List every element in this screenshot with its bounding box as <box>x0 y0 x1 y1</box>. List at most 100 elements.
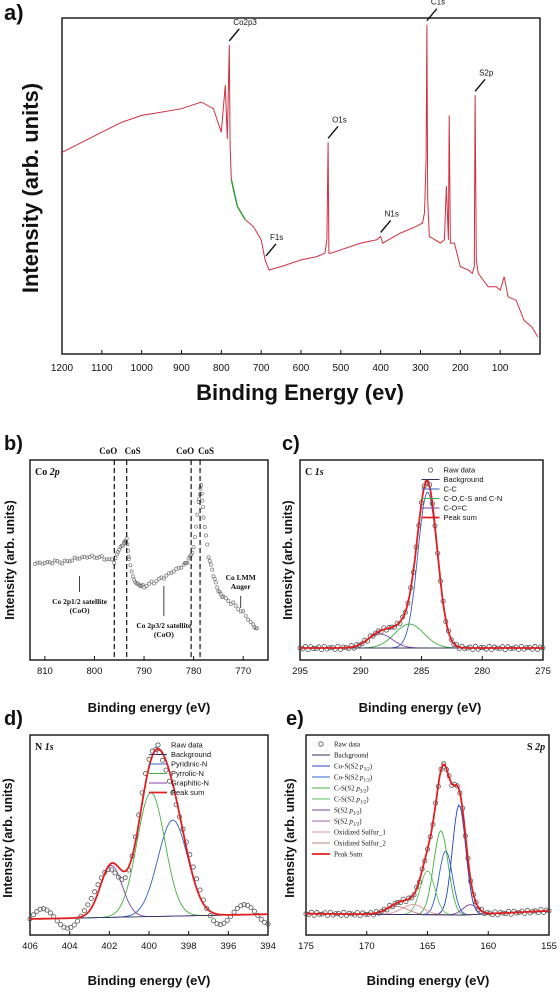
raw-data-point <box>47 910 53 916</box>
panel-e: e) Intensity (arb. units) Binding energy (… <box>283 708 557 988</box>
data-point <box>129 569 134 574</box>
component-curve <box>30 819 268 920</box>
data-point <box>80 555 85 560</box>
annotation-text: (CoO) <box>70 606 90 615</box>
legend-label: Peak sum <box>171 788 204 797</box>
data-point <box>171 569 176 574</box>
raw-data-point <box>255 912 261 918</box>
data-point <box>213 580 218 585</box>
x-tick-label: 1000 <box>131 363 154 374</box>
legend-label: C-S(S2 p3/2) <box>334 785 369 795</box>
y-axis-label: Intensity (arb. units) <box>1 778 15 897</box>
raw-data-point <box>71 922 77 928</box>
reference-label: CoO <box>99 446 117 456</box>
legend-marker <box>155 742 161 748</box>
reference-label: CoO <box>176 446 194 456</box>
panel-label: c) <box>282 433 300 455</box>
data-point <box>70 558 75 563</box>
raw-data-point <box>214 921 220 927</box>
raw-data-point <box>115 874 121 880</box>
data-point <box>125 542 130 547</box>
raw-data-point <box>109 867 115 873</box>
data-point <box>124 536 129 541</box>
raw-data-point <box>224 917 230 923</box>
data-point <box>215 585 220 590</box>
raw-data-point <box>322 910 328 916</box>
raw-data-point <box>441 761 447 767</box>
legend-label: Raw data <box>334 741 361 749</box>
data-point <box>233 603 238 608</box>
peak-label: F1s <box>270 233 283 242</box>
data-point <box>90 553 94 558</box>
raw-data-point <box>324 646 330 652</box>
plot-frame <box>61 17 541 355</box>
y-axis-label: Intensity (arb. units) <box>281 500 295 619</box>
peak-sum-curve <box>300 479 543 649</box>
data-point <box>65 559 70 563</box>
panel-title: C 1s <box>305 467 324 478</box>
annotation-text: Auger <box>231 582 252 591</box>
legend-label: S(S2 p1/2) <box>334 818 362 828</box>
peak-sum-curve <box>306 763 550 915</box>
raw-data-point <box>122 875 128 881</box>
x-tick-label: 396 <box>220 941 236 952</box>
data-point <box>236 607 241 612</box>
legend-label: C-S(S2 p1/2) <box>334 796 369 806</box>
data-point <box>75 556 80 561</box>
data-point <box>152 581 156 586</box>
data-point <box>205 542 210 547</box>
raw-data-point <box>30 912 36 918</box>
x-axis-label: Binding energy (eV) <box>88 700 211 715</box>
data-point <box>35 560 40 565</box>
raw-data-point <box>221 920 227 926</box>
panel-label: d) <box>4 708 23 730</box>
legend-label: Peak Sum <box>334 851 363 859</box>
data-point <box>92 555 97 560</box>
x-tick-label: 300 <box>412 363 429 374</box>
x-tick-label: 404 <box>62 941 78 952</box>
data-point <box>149 579 154 584</box>
panel-b: b) Intensity (arb. units) Binding energy (… <box>3 433 269 715</box>
data-point <box>107 556 112 561</box>
legend-label: C-C <box>444 485 458 494</box>
data-point <box>50 561 55 566</box>
data-point <box>199 483 204 488</box>
data-point <box>202 525 207 529</box>
data-point <box>192 535 197 539</box>
data-point <box>210 567 215 572</box>
raw-data-point <box>491 644 497 650</box>
legend-label: Background <box>171 750 211 759</box>
x-tick-label: 770 <box>235 666 251 677</box>
x-axis-label: Binding Energy (ev) <box>196 380 404 405</box>
x-tick-label: 100 <box>492 363 509 374</box>
plot-frame <box>299 459 544 661</box>
x-tick-label: 275 <box>535 666 551 677</box>
legend-label: Pyridinic-N <box>171 760 207 769</box>
legend-label: Co-S(S2 p3/2) <box>334 763 373 773</box>
raw-data-point <box>92 889 98 895</box>
x-tick-label: 780 <box>186 666 202 677</box>
raw-data-point <box>513 644 519 650</box>
data-point <box>184 560 189 565</box>
annotation-text: (CoO) <box>154 630 174 639</box>
data-point <box>185 560 190 565</box>
panel-d: d) Intensity (arb. units) Binding energy (… <box>1 708 276 988</box>
raw-data-point <box>241 902 247 908</box>
raw-data-point <box>44 907 50 913</box>
legend-label: S(S2 p3/2) <box>334 807 362 817</box>
component-curve <box>300 633 543 649</box>
raw-data-point <box>160 757 166 763</box>
x-tick-label: 295 <box>292 666 308 677</box>
y-axis-label: Intensity (arb. units) <box>283 778 297 897</box>
x-tick-label: 175 <box>298 941 314 952</box>
panel-label: e) <box>286 708 304 730</box>
annotation-text: Co LMM <box>226 573 256 582</box>
data-point <box>45 559 50 564</box>
x-axis-label: Binding energy (eV) <box>88 973 211 988</box>
raw-data-point <box>231 909 237 915</box>
raw-data-point <box>234 905 240 911</box>
legend-label: Raw data <box>171 741 204 750</box>
plot-frame <box>29 459 269 661</box>
raw-data-point <box>163 767 169 773</box>
